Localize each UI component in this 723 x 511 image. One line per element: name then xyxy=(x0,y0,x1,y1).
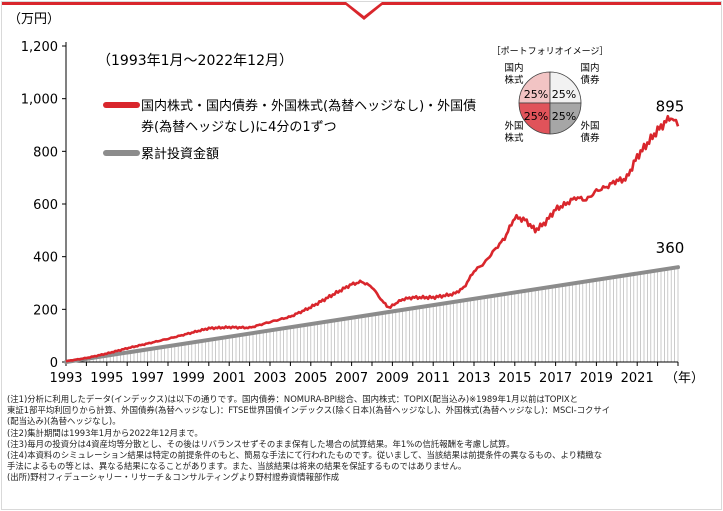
end-label-portfolio: 895 xyxy=(656,97,685,115)
note-line: (出所)野村フィデューシャリー・リサーチ＆コンサルティングより野村證券資情報部作… xyxy=(7,472,340,483)
note-line: (注1)分析に利用したデータ(インデックス)は以下の通りです。国内債券：NOMU… xyxy=(7,394,579,404)
portfolio-pie: ［ポートフォリオイメージ］25% 25%25% 25%国内株式国内債券外国株式外国債… xyxy=(492,46,609,144)
y-tick-label: 200 xyxy=(33,303,58,318)
x-tick-label: 2021 xyxy=(621,371,654,386)
x-tick-label: 1999 xyxy=(172,371,205,386)
legend-label-portfolio-cont: 券(為替ヘッジなし)に4分の1ずつ xyxy=(141,119,337,135)
x-tick-label: 2009 xyxy=(376,371,409,386)
x-tick-label: 2001 xyxy=(213,371,246,386)
pie-slice-label-cont: 株式 xyxy=(504,132,524,144)
y-axis-title: （万円） xyxy=(8,12,60,27)
x-tick-label: 2015 xyxy=(498,371,531,386)
note-line: (配当込み)(為替ヘッジなし)。 xyxy=(7,416,121,427)
x-tick-label: 1997 xyxy=(131,371,164,386)
pie-slice-value: 25% xyxy=(524,88,548,101)
investment-chart: 0 200 400 600 800 1,000 1,200 1993 1995 1997 1999 2… xyxy=(8,12,704,386)
x-tick-label: 2011 xyxy=(417,371,450,386)
note-line: 東証1部平均利回りから計算、外国債券(為替ヘッジなし)：FTSE世界国債インデッ… xyxy=(7,405,611,416)
period-label: （1993年1月～2022年12月） xyxy=(97,53,293,69)
x-tick-label: 2019 xyxy=(580,371,613,386)
y-tick-label: 800 xyxy=(33,145,58,160)
legend-label-investment: 累計投資金額 xyxy=(141,146,219,162)
x-tick-label: 1995 xyxy=(90,371,123,386)
x-tick-label: 2003 xyxy=(253,371,286,386)
series-line-investment xyxy=(64,265,680,364)
portfolio-title: ［ポートフォリオイメージ］ xyxy=(492,46,609,57)
x-axis-title: （年） xyxy=(665,371,704,386)
pie-slice-value: 25% xyxy=(552,88,576,101)
series-lines xyxy=(64,114,680,364)
footnotes: (注1)分析に利用したデータ(インデックス)は以下の通りです。国内債券：NOMU… xyxy=(7,394,719,484)
series-line-portfolio xyxy=(65,114,680,363)
pie-slice xyxy=(518,102,551,135)
axes: 0 200 400 600 800 1,000 1,200 1993 1995 1997 1999 2… xyxy=(21,40,679,386)
y-tick-label: 400 xyxy=(33,251,58,266)
x-tick-label: 2017 xyxy=(539,371,572,386)
x-tick-label: 2007 xyxy=(335,371,368,386)
legend-label-portfolio: 国内株式・国内債券・外国株式(為替ヘッジなし)・外国債 xyxy=(141,98,476,114)
y-tick-label: 600 xyxy=(33,198,58,213)
note-line: (注4)本資料のシミュレーション結果は特定の前提条件のもと、簡易な手法にて行われ… xyxy=(7,450,603,461)
y-tick-label: 0 xyxy=(50,356,58,371)
note-line: (注2)集計期間は1993年1月から2022年12月まで。 xyxy=(7,427,203,438)
pie-slice xyxy=(549,102,582,135)
chart-labels: （万円） （年） （1993年1月～2022年12月） 895 360 xyxy=(8,12,704,386)
pie-slice-label: 国内 xyxy=(580,62,599,74)
x-tick-label: 1993 xyxy=(49,371,82,386)
pie-slice-label: 外国 xyxy=(504,120,523,132)
y-tick-label: 1,000 xyxy=(21,93,58,108)
x-tick-label: 2013 xyxy=(457,371,490,386)
pie-slice-label-cont: 債券 xyxy=(580,132,600,144)
legend: 国内株式・国内債券・外国株式(為替ヘッジなし)・外国債券(為替ヘッジなし)に4分… xyxy=(103,98,476,162)
note-line: (注3)毎月の投資分は4資産均等分散とし、その後はリバランスせずそのまま保有した… xyxy=(7,438,515,449)
pie-slice-value: 25% xyxy=(552,110,576,123)
y-tick-label: 1,200 xyxy=(21,40,58,55)
note-line: 手法によるもの等とは、異なる結果になることがあります。また、当該結果は将来の結果… xyxy=(7,461,467,472)
pie-slice xyxy=(518,71,551,104)
x-tick-label: 2005 xyxy=(294,371,327,386)
pie-slice-label-cont: 債券 xyxy=(580,74,600,86)
pie-slice-label-cont: 株式 xyxy=(504,74,524,86)
pie-slice-label: 外国 xyxy=(580,120,599,132)
pie-slice-label: 国内 xyxy=(504,62,523,74)
pie-slice-value: 25% xyxy=(524,110,548,123)
notch-marker-inner xyxy=(346,2,382,16)
end-label-investment: 360 xyxy=(656,239,685,257)
investment-bars xyxy=(69,267,679,362)
pie-slice xyxy=(549,71,582,104)
